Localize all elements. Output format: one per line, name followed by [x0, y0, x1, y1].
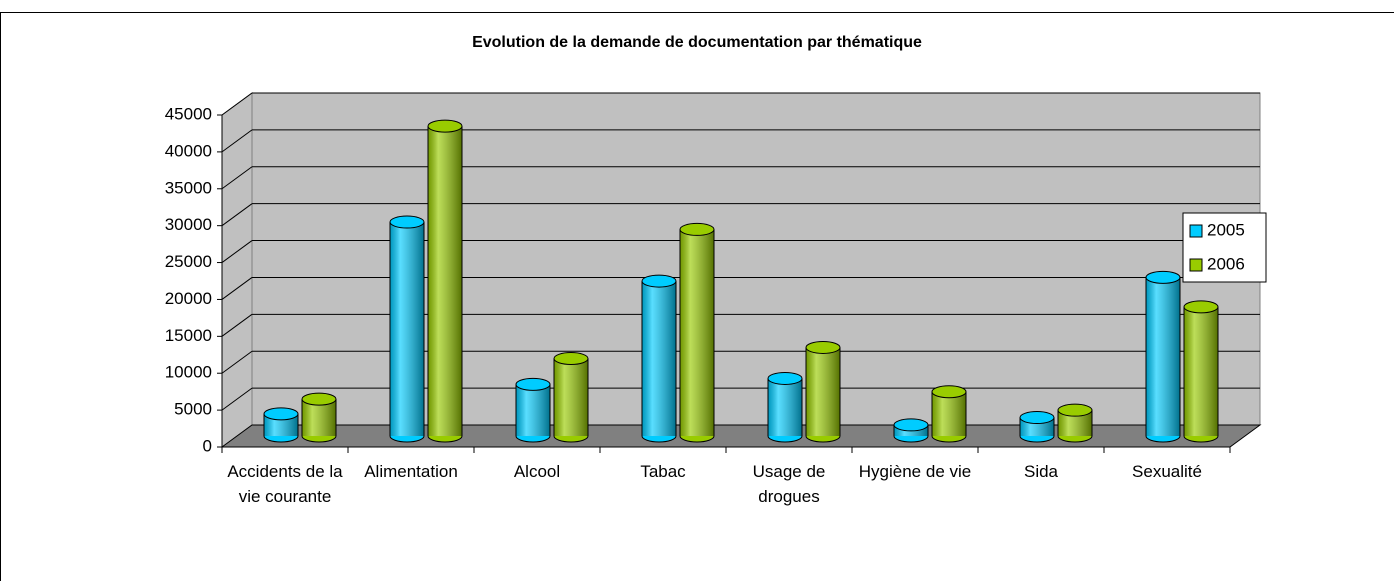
y-tick-label: 15000	[165, 326, 212, 345]
bar-top	[805, 340, 841, 354]
bar	[931, 385, 967, 443]
bar-top	[767, 371, 803, 385]
y-tick-label: 30000	[165, 215, 212, 234]
x-tick-label: Alimentation	[364, 462, 458, 481]
legend-swatch	[1189, 258, 1203, 272]
bar-top	[893, 418, 929, 432]
grid-line	[221, 240, 253, 263]
bar	[427, 119, 463, 443]
bar-shade	[768, 378, 802, 436]
grid-line	[221, 313, 253, 337]
bar-top	[301, 392, 337, 406]
grid-line	[221, 387, 253, 411]
x-tick-label: Accidents de la vie courante	[227, 462, 343, 506]
y-tick-label: 40000	[165, 141, 212, 160]
bar	[679, 222, 715, 443]
bar	[805, 340, 841, 443]
grid-line	[221, 129, 253, 153]
legend-label: 2006	[1207, 254, 1245, 273]
bar-top	[389, 215, 425, 229]
bar-top	[553, 352, 589, 366]
bar	[767, 371, 803, 443]
grid-line	[221, 203, 253, 227]
bar-shade	[642, 281, 676, 436]
x-tick-label: Alcool	[513, 462, 561, 481]
bar-top	[515, 377, 551, 391]
x-tick-label: Usage de drogues	[752, 462, 826, 506]
grid-line	[221, 350, 253, 374]
bar	[553, 352, 589, 443]
bar	[641, 274, 677, 443]
y-tick-label: 0	[203, 436, 212, 455]
floor	[220, 424, 1262, 448]
x-tick-label: Tabac	[640, 462, 686, 481]
bar-top	[679, 222, 715, 236]
bar-top	[1183, 300, 1219, 314]
bar	[389, 215, 425, 443]
y-tick-label: 5000	[174, 400, 212, 419]
bar-shade	[390, 222, 424, 436]
bar-shade	[516, 384, 550, 436]
bar	[1145, 270, 1181, 443]
bar-shade	[1146, 277, 1180, 436]
grid-line	[221, 92, 253, 116]
chart-title: Evolution de la demande de documentation…	[472, 34, 922, 51]
bar-top	[427, 119, 463, 133]
grid-line	[221, 166, 253, 190]
x-tick-label: Sexualité	[1132, 462, 1202, 481]
bar-top	[641, 274, 677, 288]
bar-shade	[1184, 306, 1218, 436]
x-tick-label: Sida	[1023, 462, 1059, 481]
bar-shade	[680, 229, 714, 436]
side-wall	[221, 92, 253, 448]
legend-label: 2005	[1207, 220, 1245, 239]
y-tick-label: 10000	[165, 363, 212, 382]
x-tick-label: Hygiène de vie	[858, 462, 972, 481]
y-tick-label: 25000	[165, 252, 212, 271]
bar-shade	[428, 126, 462, 436]
bar-top	[263, 407, 299, 421]
y-tick-label: 45000	[165, 104, 212, 123]
bar-top	[931, 385, 967, 399]
legend-swatch	[1189, 224, 1203, 238]
y-tick-label: 35000	[165, 178, 212, 197]
bar	[893, 418, 929, 443]
bar-shade	[932, 391, 966, 436]
grid-line	[221, 277, 253, 300]
bar-top	[1145, 270, 1181, 284]
bar	[263, 407, 299, 443]
bar-shade	[806, 347, 840, 436]
bar	[1019, 411, 1055, 443]
bar	[301, 392, 337, 443]
bar-top	[1019, 411, 1055, 425]
bar	[515, 377, 551, 443]
y-tick-label: 20000	[165, 289, 212, 308]
bar-top	[1057, 403, 1093, 417]
bar	[1183, 300, 1219, 443]
bar	[1057, 403, 1093, 443]
bar-shade	[554, 358, 588, 436]
